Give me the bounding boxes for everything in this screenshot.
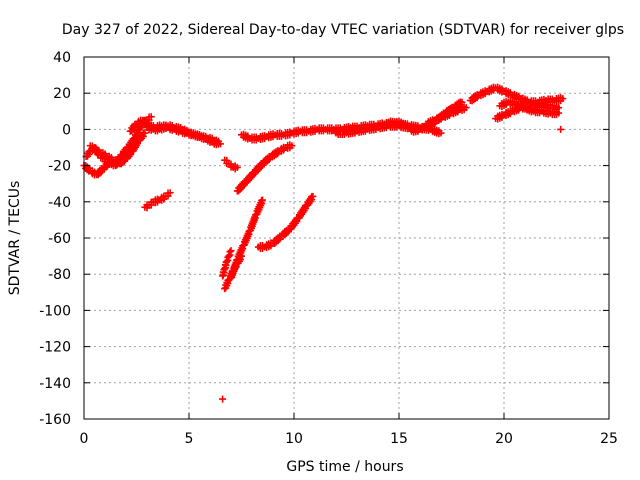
data-point-sample <box>293 217 301 225</box>
data-point-sample <box>454 108 462 116</box>
y-tick-label: -140 <box>39 376 71 392</box>
data-point-sample <box>445 112 453 120</box>
data-point-sample <box>183 129 191 137</box>
axis-ticks <box>83 56 610 420</box>
y-tick-label: -120 <box>39 340 71 356</box>
x-axis-label: GPS time / hours <box>286 459 403 475</box>
data-point-sample <box>308 196 316 204</box>
data-point-sample <box>498 88 506 96</box>
data-point-sample <box>224 279 232 287</box>
data-point-sample <box>437 115 445 123</box>
data-point-sample <box>247 173 255 181</box>
data-point-sample <box>196 134 203 142</box>
data-point-sample <box>233 259 241 267</box>
data-point-sample <box>251 214 259 222</box>
y-tick-label: -20 <box>48 159 71 175</box>
data-point-sample <box>160 195 168 203</box>
data-point-sample <box>139 132 147 140</box>
data-point-sample <box>506 110 514 118</box>
data-point-sample <box>301 205 309 213</box>
data-point-sample <box>258 200 266 208</box>
data-point-sample <box>147 201 155 209</box>
data-point-sample <box>120 157 128 165</box>
data-point-sample <box>267 242 275 250</box>
data-point-sample <box>286 144 294 152</box>
data-point-sample <box>557 97 565 105</box>
data-point-sample <box>274 150 282 158</box>
data-point-sample <box>256 164 264 172</box>
data-point-sample <box>208 137 216 145</box>
data-point-sample <box>189 132 197 140</box>
data-point-sample <box>164 192 172 200</box>
y-tick-labels: -160 -140 -120 -100 -80 -60 -40 -20 0 20 40 <box>39 50 71 428</box>
data-point-sample <box>168 124 176 132</box>
data-point-sample <box>222 261 230 269</box>
data-point-sample <box>127 150 135 158</box>
y-tick-label: -40 <box>48 195 71 211</box>
data-point-sample <box>280 146 287 154</box>
data-point-sample <box>286 131 294 139</box>
data-point-sample <box>85 150 93 158</box>
data-point-sample <box>244 135 252 143</box>
data-point-sample <box>239 182 247 190</box>
x-tick-label: 20 <box>495 431 513 447</box>
data-point-sample <box>202 135 210 143</box>
y-tick-label: 0 <box>62 122 71 138</box>
y-tick-label: -60 <box>48 231 71 247</box>
data-point <box>219 395 227 403</box>
data-point-sample <box>245 230 253 238</box>
data-point-sample <box>154 198 161 206</box>
y-tick-label: 40 <box>53 50 71 66</box>
y-axis-label: SDTVAR / TECUs <box>7 181 23 296</box>
data-point <box>557 125 565 133</box>
data-point-sample <box>261 135 269 143</box>
data-point-sample <box>519 104 527 112</box>
y-tick-label: 20 <box>53 86 71 102</box>
chart-title: Day 327 of 2022, Sidereal Day-to-day VTE… <box>62 22 624 38</box>
data-point-sample <box>259 245 266 253</box>
data-point-sample <box>214 140 222 148</box>
data-points <box>80 83 567 403</box>
x-tick-labels: 0 5 10 15 20 25 <box>80 431 618 447</box>
data-point-sample <box>239 245 247 253</box>
data-point-sample <box>220 269 228 277</box>
data-point-sample <box>553 111 560 119</box>
data-point-sample <box>473 94 481 102</box>
y-tick-label: -80 <box>48 267 71 283</box>
data-point-sample <box>227 163 235 171</box>
data-point-sample <box>435 130 443 138</box>
data-point-sample <box>511 101 518 109</box>
x-tick-label: 10 <box>285 431 303 447</box>
data-point-sample <box>177 126 185 134</box>
data-point-sample <box>429 119 437 127</box>
data-point-sample <box>97 168 105 176</box>
data-point-sample <box>498 113 506 121</box>
data-point-sample <box>224 256 232 264</box>
data-point <box>227 247 235 255</box>
x-tick-label: 15 <box>390 431 408 447</box>
x-tick-label: 0 <box>80 431 89 447</box>
data-point <box>225 252 233 260</box>
x-tick-label: 25 <box>600 431 618 447</box>
x-tick-label: 5 <box>185 431 194 447</box>
data-point-sample <box>154 127 161 135</box>
data-point-sample <box>134 140 142 148</box>
data-point-sample <box>131 123 139 131</box>
data-point-sample <box>527 108 535 116</box>
data-point-sample <box>414 127 422 135</box>
data-point-sample <box>481 90 489 98</box>
data-point-sample <box>143 204 151 212</box>
y-tick-label: -160 <box>39 412 71 428</box>
data-point-sample <box>460 106 468 114</box>
data-point-sample <box>231 165 239 173</box>
data-point-sample <box>226 251 234 259</box>
y-tick-label: -100 <box>39 303 71 319</box>
